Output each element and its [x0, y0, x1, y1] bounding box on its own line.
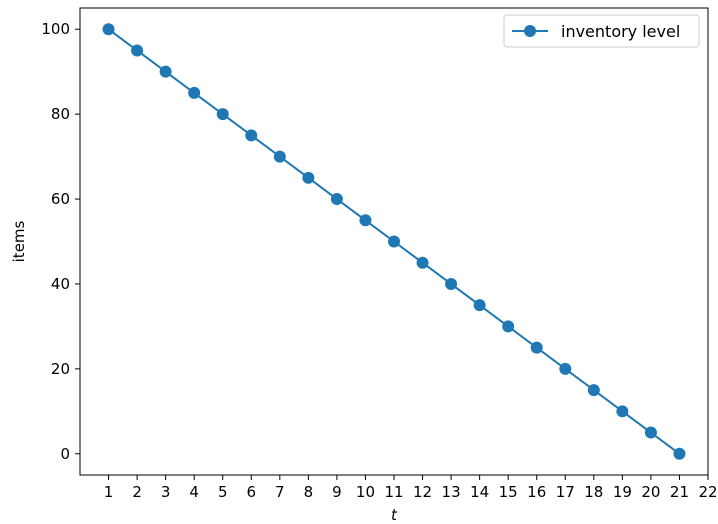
- x-tick-label: 18: [584, 483, 603, 501]
- y-axis-label: items: [10, 220, 28, 262]
- y-tick-label: 20: [51, 360, 70, 378]
- series-layer: [102, 23, 686, 460]
- data-point: [388, 235, 400, 248]
- x-tick-label: 5: [218, 483, 228, 501]
- legend-marker-swatch: [524, 25, 536, 37]
- x-tick-label: 12: [413, 483, 432, 501]
- data-point: [416, 256, 429, 269]
- y-tick-label: 60: [51, 190, 70, 208]
- x-tick-label: 19: [613, 483, 632, 501]
- y-tick-label: 0: [60, 445, 70, 463]
- data-point: [245, 129, 258, 142]
- x-tick-label: 4: [189, 483, 199, 501]
- data-point: [273, 150, 286, 163]
- y-tick-label: 100: [41, 20, 70, 38]
- x-tick-label: 8: [304, 483, 314, 501]
- x-tick-label: 1: [104, 483, 114, 501]
- data-point: [644, 426, 657, 439]
- x-tick-label: 16: [527, 483, 546, 501]
- data-point: [587, 384, 600, 397]
- x-tick-label: 11: [384, 483, 403, 501]
- x-tick-label: 9: [332, 483, 342, 501]
- legend-box: [503, 14, 700, 48]
- x-tick-label: 10: [356, 483, 375, 501]
- data-point: [530, 341, 543, 354]
- x-tick-label: 15: [499, 483, 518, 501]
- data-point: [359, 214, 372, 227]
- x-tick-label: 2: [132, 483, 142, 501]
- data-point: [616, 405, 629, 418]
- x-axis-ticks: 1 2 3 4 5 6 7 8 9 10 11 12 13 14 15 16 17 18 19 20 21 22: [104, 475, 718, 501]
- data-point: [330, 193, 343, 206]
- x-tick-label: 22: [698, 483, 717, 501]
- data-point: [673, 447, 686, 460]
- x-tick-label: 21: [670, 483, 689, 501]
- data-point: [559, 362, 572, 375]
- data-point: [188, 86, 201, 99]
- x-tick-label: 6: [246, 483, 256, 501]
- data-point: [131, 44, 144, 57]
- data-point: [445, 277, 458, 290]
- x-tick-label: 3: [161, 483, 171, 501]
- data-point: [302, 171, 315, 184]
- x-tick-label: 17: [556, 483, 575, 501]
- legend: inventory level: [503, 14, 700, 48]
- x-tick-label: 7: [275, 483, 285, 501]
- x-tick-label: 14: [470, 483, 489, 501]
- y-tick-label: 40: [51, 275, 70, 293]
- data-point: [502, 320, 515, 333]
- legend-entry-inventory-level: inventory level: [561, 22, 680, 41]
- y-axis-ticks: 0 20 40 60 80 100: [41, 20, 80, 463]
- plot-area-frame: [79, 7, 709, 476]
- x-tick-label: 20: [641, 483, 660, 501]
- data-point: [216, 108, 229, 121]
- y-tick-label: 80: [51, 105, 70, 123]
- x-axis-label: t: [391, 506, 398, 524]
- data-point: [102, 23, 115, 36]
- data-point: [159, 65, 172, 78]
- x-tick-label: 13: [442, 483, 461, 501]
- data-point: [473, 299, 486, 312]
